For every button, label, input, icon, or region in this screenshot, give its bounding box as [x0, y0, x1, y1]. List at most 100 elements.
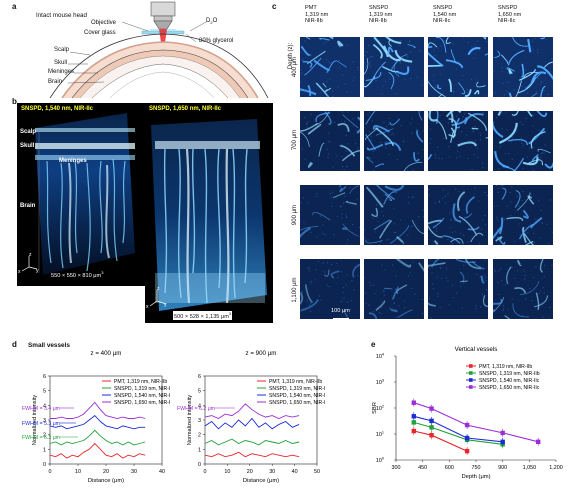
legend-label-1: PMT, 1,319 nm, NIR-IIb	[114, 379, 167, 385]
series-line-1	[204, 451, 300, 458]
axis-x-right: x	[146, 304, 149, 310]
panel-letter-a: a	[12, 2, 17, 11]
col-header-2: SNSPD 1,319 nm NIR-IIb	[369, 5, 393, 25]
x-tick-label: 0	[49, 469, 52, 475]
x-tick-label: 10	[75, 469, 81, 475]
fwhm-label-1: FWHM = 3.4 μm	[22, 406, 60, 412]
volume-1650-dims: 500 × 528 × 1,135 μm3	[173, 311, 233, 320]
axis-z-right: z	[157, 286, 160, 292]
x-tick-label: 750	[472, 465, 481, 471]
row-label-1100: 1,100 μm	[292, 277, 298, 303]
legend-label-2: SNSPD, 1,319 nm, NIR-IIb	[114, 386, 170, 392]
sbr-point-s3-1	[411, 414, 416, 419]
x-tick-label: 1,050	[523, 465, 537, 471]
chart-small-vessels-400: z = 400 μm 0 1 2 3 4 5 6 0 10 20 30 40 Normalized int…	[22, 350, 170, 484]
fwhm-label-2: FWHM = 5.3 μm	[22, 421, 60, 427]
x-tick-label: 40	[159, 469, 165, 475]
fwhm-label-3: FWHM = 6.2 μm	[22, 435, 60, 441]
image-tile-r2-c1	[300, 111, 360, 171]
y-axis-label: SBR	[372, 402, 378, 414]
legend-label-2: SNSPD, 1,319 nm, NIR-IIb	[269, 386, 325, 392]
axis-x-left: x	[18, 269, 21, 275]
volume-1540-dims: 550 × 550 × 810 μm3	[51, 270, 104, 279]
x-tick-label: 30	[131, 469, 137, 475]
y-tick-label: 0	[198, 462, 201, 468]
col-header-4: SNSPD 1,650 nm NIR-IIc	[498, 5, 522, 25]
label-meninges-b: Meninges	[59, 158, 87, 164]
image-tile-r1-c1	[300, 37, 360, 97]
sbr-point-s3-3	[464, 435, 470, 441]
label-skull-b: Skull	[20, 143, 35, 149]
x-axis-label: Distance (μm)	[88, 478, 124, 484]
y-tick-label: 101	[376, 431, 384, 439]
legend-label-1: PMT, 1,319 nm, NIR-IIb	[269, 379, 322, 385]
image-tile-r3-c1	[300, 185, 360, 245]
image-tile-r2-c2	[364, 111, 424, 171]
y-tick-label: 0	[43, 462, 46, 468]
scalebar-label: 100 μm	[331, 308, 350, 314]
sbr-series-line-3	[413, 415, 503, 443]
axes-triad-right	[149, 290, 167, 307]
sbr-point-s1-1	[411, 428, 416, 434]
series-line-4	[50, 401, 146, 419]
y-tick-label: 4	[198, 403, 201, 409]
panel-a-title: Intact mouse head	[36, 12, 87, 19]
image-tile-r1-c4	[493, 37, 553, 97]
sbr-point-s1-2	[429, 432, 434, 438]
panel-d-subtitle: Small vessels	[28, 342, 70, 349]
axis-y-left: y	[36, 268, 39, 274]
y-tick-label: 102	[376, 405, 384, 413]
legend-label-1: PMT, 1,319 nm, NIR-IIb	[479, 364, 532, 370]
image-tile-r3-c4	[493, 185, 553, 245]
legend-label-4: SNSPD, 1,650 nm, NIR-IIc	[114, 400, 170, 406]
y-tick-label: 1	[198, 447, 201, 453]
image-tile-r4-c3	[428, 259, 488, 319]
label-objective: Objective	[91, 20, 117, 26]
row-label-700: 700 μm	[292, 129, 298, 151]
image-tile-r1-c2	[364, 37, 424, 97]
y-axis-label: Normalized intensity	[32, 395, 38, 446]
sbr-point-s4-1	[411, 400, 416, 405]
image-tile-r2-c4	[493, 111, 553, 171]
volume-render-1650: SNSPD, 1,650 nm, NIR-IIc 500 × 528 × 1,1…	[145, 103, 273, 323]
legend-marker-4	[469, 385, 473, 389]
legend-marker-1	[469, 364, 473, 368]
x-tick-label: 50	[314, 469, 320, 475]
y-tick-label: 100	[376, 457, 384, 465]
label-cover-glass: Cover glass	[84, 30, 116, 36]
x-axis-label: Depth (μm)	[461, 474, 490, 480]
y-tick-label: 6	[43, 374, 46, 380]
legend-marker-3	[469, 378, 473, 382]
volume-1540-title: SNSPD, 1,540 nm, NIR-IIc	[21, 106, 94, 112]
volume-1540-vessels	[35, 113, 135, 275]
series-line-4	[204, 403, 300, 420]
x-tick-label: 40	[292, 469, 298, 475]
chart-title: z = 900 μm	[246, 350, 277, 357]
x-tick-label: 0	[204, 469, 207, 475]
panel-letter-e: e	[371, 340, 376, 349]
image-tile-r4-c1	[300, 259, 360, 319]
image-tile-r2-c3	[428, 111, 488, 171]
sbr-point-s2-1	[411, 420, 416, 425]
label-brain-b: Brain	[20, 203, 36, 209]
chart-small-vessels-900: z = 900 μm 0 1 2 3 4 5 6 0 10 20 30 40 50 Normalized i…	[177, 350, 325, 484]
mouse-head-schematic	[49, 1, 269, 98]
sbr-point-s4-2	[429, 406, 434, 411]
axes-triad-left	[21, 256, 38, 272]
image-tile-r4-c4	[493, 259, 553, 319]
col-header-3: SNSPD 1,540 nm NIR-IIc	[433, 5, 457, 25]
x-tick-label: 30	[269, 469, 275, 475]
y-tick-label: 2	[43, 433, 46, 439]
series-line-3	[49, 414, 146, 430]
x-tick-label: 450	[418, 465, 427, 471]
fwhm-label-1: FWHM = 6.2 μm	[177, 406, 215, 412]
y-tick-label: 103	[376, 379, 384, 387]
legend-label-3: SNSPD, 1,540 nm, NIR-IIc	[114, 393, 170, 399]
col-header-1: PMT 1,319 nm NIR-IIb	[305, 5, 329, 25]
sbr-point-s1-3	[464, 448, 470, 454]
y-tick-label: 5	[43, 389, 46, 395]
axis-z-left: z	[29, 252, 32, 258]
x-axis-label: Distance (μm)	[243, 478, 279, 484]
legend-label-3: SNSPD, 1,540 nm, NIR-IIc	[269, 393, 325, 399]
series-line-1	[49, 442, 146, 459]
